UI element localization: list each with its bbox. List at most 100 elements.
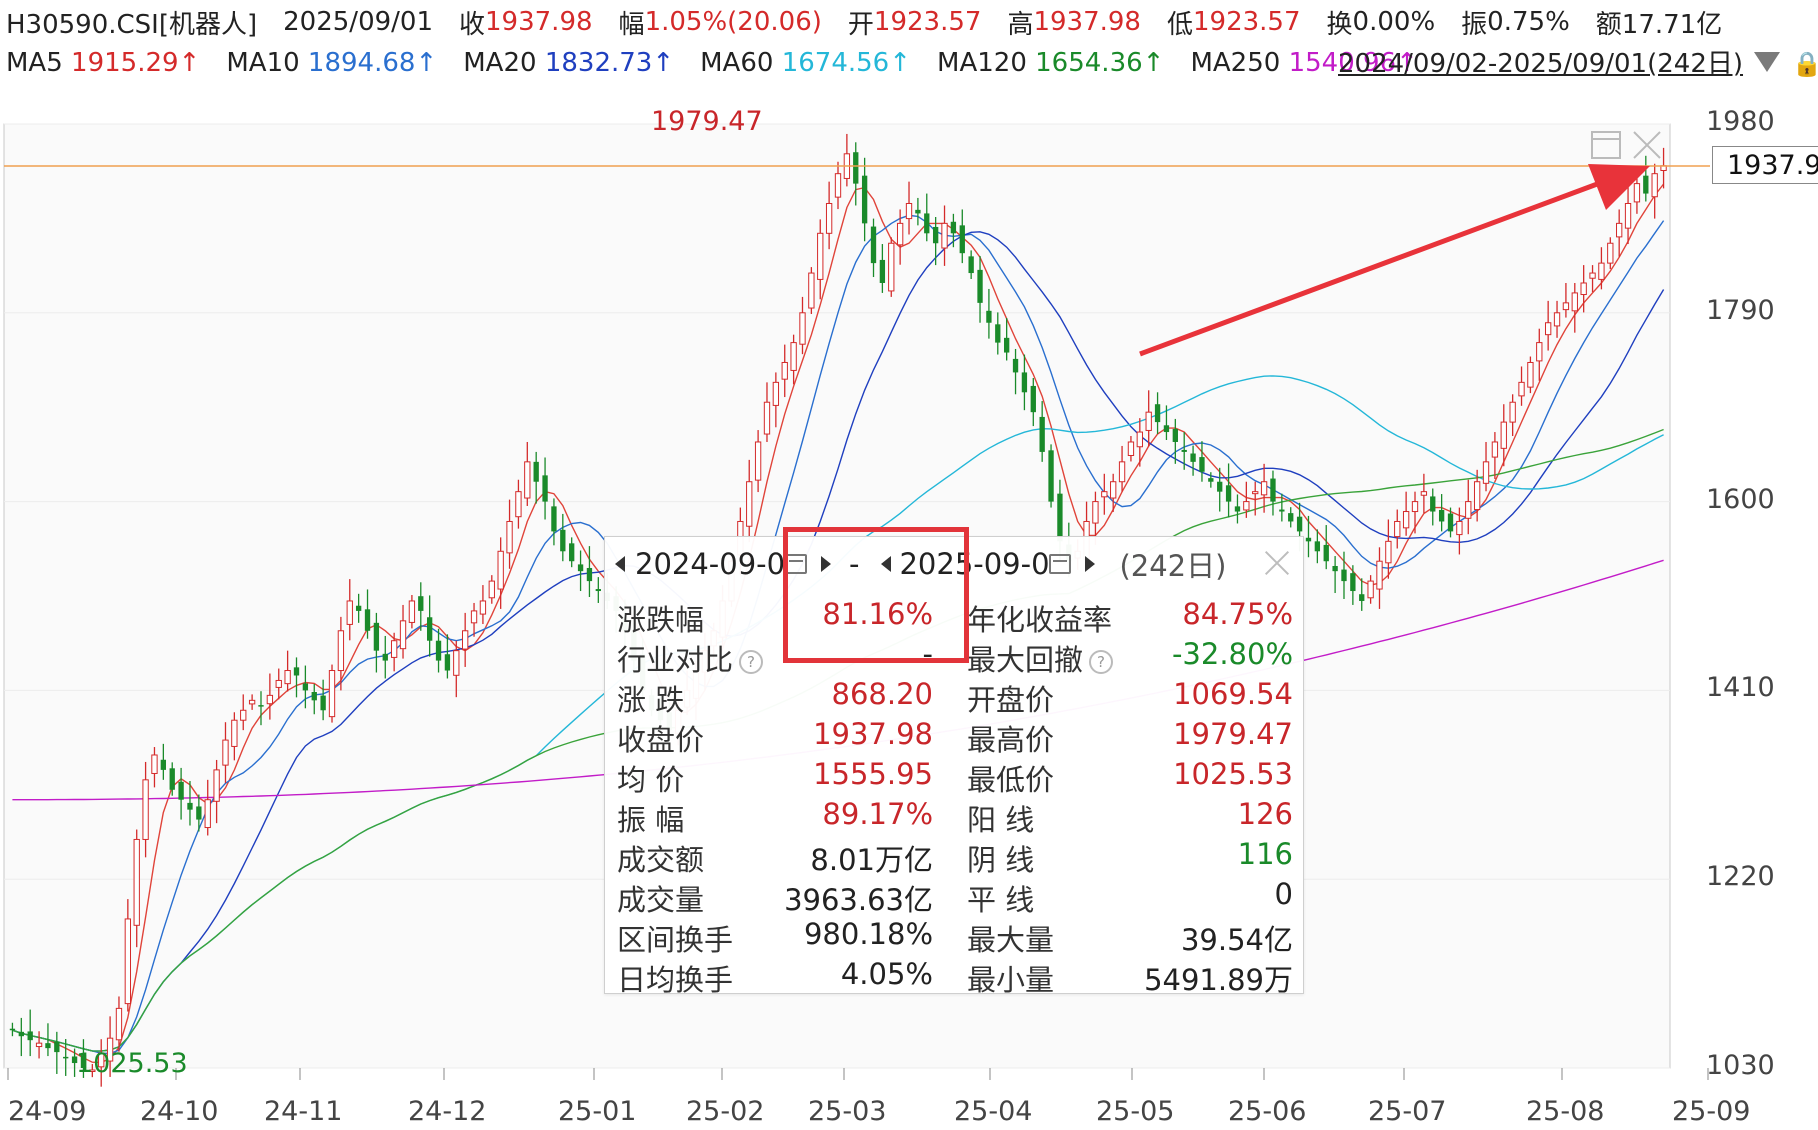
candle bbox=[45, 1043, 51, 1049]
ma250-label: MA250 bbox=[1190, 48, 1281, 78]
stat-value-left-text: 3963.63亿 bbox=[784, 883, 933, 917]
close-label: 收 bbox=[459, 9, 486, 40]
candle bbox=[763, 401, 771, 435]
candle bbox=[1270, 478, 1276, 502]
candle bbox=[506, 520, 513, 554]
stat-label-right-text: 开盘价 bbox=[967, 683, 1055, 717]
stat-value-right-text: 126 bbox=[1237, 797, 1293, 831]
candle bbox=[1456, 520, 1463, 536]
candle bbox=[462, 630, 469, 650]
candle bbox=[133, 838, 140, 926]
stat-label-left-text: 区间换手 bbox=[617, 923, 734, 957]
x-tick-label: 25-06 bbox=[1228, 1096, 1307, 1127]
candle bbox=[1518, 381, 1525, 397]
stat-value-left: 81.16% bbox=[822, 597, 933, 631]
candle bbox=[293, 667, 300, 676]
candle bbox=[808, 272, 815, 309]
candle bbox=[1394, 520, 1401, 538]
candle bbox=[595, 589, 601, 592]
candle bbox=[80, 1055, 87, 1068]
stat-value-left-text: 8.01万亿 bbox=[810, 843, 933, 877]
ma20-label: MA20 bbox=[463, 48, 537, 78]
candle bbox=[1553, 312, 1561, 327]
help-icon[interactable]: ? bbox=[739, 650, 764, 674]
candle bbox=[995, 324, 1001, 343]
candle bbox=[275, 679, 282, 688]
candle bbox=[258, 705, 264, 707]
stat-value-right: 1979.47 bbox=[1173, 717, 1293, 751]
y-tick-label: 1980 bbox=[1706, 106, 1775, 137]
index-code[interactable]: H30590.CSI[机器人] bbox=[6, 9, 258, 40]
candle bbox=[1376, 560, 1383, 590]
x-tick-label: 25-08 bbox=[1526, 1096, 1605, 1127]
candle bbox=[1030, 385, 1036, 413]
x-tick-label: 25-09 bbox=[1672, 1096, 1751, 1127]
end-date[interactable]: 2025-09-01 bbox=[899, 547, 1050, 581]
candle bbox=[1643, 175, 1649, 194]
candle bbox=[346, 600, 353, 625]
y-tick-label: 1600 bbox=[1706, 483, 1775, 515]
turnover-value: 0.00% bbox=[1352, 7, 1436, 37]
candle bbox=[1118, 461, 1126, 483]
stat-label-right-text: 阳 线 bbox=[967, 803, 1035, 837]
stat-label-right-text: 平 线 bbox=[967, 883, 1035, 917]
ma-legend: MA5 1915.29↑ MA10 1894.68↑ MA20 1832.73↑… bbox=[6, 43, 1418, 83]
stat-value-left: 1555.95 bbox=[813, 757, 933, 791]
stat-label-left-text: 收盘价 bbox=[617, 723, 705, 757]
stat-label-right: 开盘价 bbox=[967, 677, 1054, 719]
candle bbox=[328, 670, 336, 718]
candle bbox=[27, 1031, 33, 1041]
candle bbox=[515, 491, 522, 518]
trend-arrow-shaft bbox=[1139, 177, 1609, 357]
stat-label-right: 最低价 bbox=[967, 757, 1054, 799]
candle bbox=[790, 342, 797, 371]
amount-value: 17.71亿 bbox=[1621, 9, 1723, 40]
start-prev-icon[interactable] bbox=[615, 556, 625, 572]
candle bbox=[302, 683, 309, 691]
end-next-icon[interactable] bbox=[1085, 556, 1096, 572]
ma10-value: 1894.68↑ bbox=[307, 48, 438, 78]
candle bbox=[1562, 302, 1570, 311]
candle bbox=[488, 580, 495, 599]
candle bbox=[1234, 506, 1241, 512]
stat-label-left-text: 涨 跌 bbox=[617, 683, 685, 717]
candle bbox=[924, 213, 930, 234]
candle bbox=[1004, 337, 1010, 353]
chart-window-controls bbox=[1590, 128, 1670, 168]
candle bbox=[834, 173, 842, 198]
candle bbox=[1039, 416, 1045, 452]
stat-label-right-text: 最小量 bbox=[967, 963, 1055, 997]
stat-label-right-text: 年化收益率 bbox=[967, 603, 1113, 637]
panel-close-icon[interactable] bbox=[1263, 549, 1291, 577]
quote-date: 2025/09/01 bbox=[283, 7, 433, 37]
candle bbox=[479, 600, 487, 615]
start-date[interactable]: 2024-09-02 bbox=[635, 547, 785, 581]
stat-value-left: 8.01万亿 bbox=[810, 837, 933, 879]
maximize-icon[interactable] bbox=[1591, 131, 1621, 159]
stat-value-right: 5491.89万 bbox=[1144, 957, 1293, 999]
candle bbox=[799, 312, 806, 345]
range-dropdown-icon[interactable] bbox=[1754, 52, 1780, 72]
stat-label-right-text: 最大量 bbox=[967, 923, 1055, 957]
candle bbox=[1367, 580, 1374, 599]
candle bbox=[169, 768, 175, 790]
candle bbox=[817, 232, 824, 280]
candle bbox=[1190, 453, 1196, 462]
start-next-icon[interactable] bbox=[821, 556, 831, 572]
end-calendar-icon[interactable] bbox=[1049, 554, 1072, 574]
help-icon[interactable]: ? bbox=[1089, 650, 1114, 674]
end-prev-icon[interactable] bbox=[881, 556, 892, 572]
candle bbox=[1402, 511, 1410, 529]
lock-icon[interactable]: 🔒 bbox=[1792, 50, 1818, 78]
stat-value-left: 868.20 bbox=[832, 677, 933, 711]
candle bbox=[390, 640, 398, 658]
candle bbox=[453, 650, 460, 676]
stat-value-right-text: 39.54亿 bbox=[1180, 923, 1293, 957]
candle bbox=[853, 152, 859, 184]
stat-label-left: 涨跌幅 bbox=[617, 597, 704, 639]
candle bbox=[311, 691, 317, 701]
candle bbox=[320, 695, 326, 711]
candle bbox=[577, 564, 584, 572]
date-range-selector[interactable]: 2024/09/02-2025/09/01(242日) bbox=[1338, 49, 1744, 79]
stat-label-right-text: 最低价 bbox=[967, 763, 1055, 797]
